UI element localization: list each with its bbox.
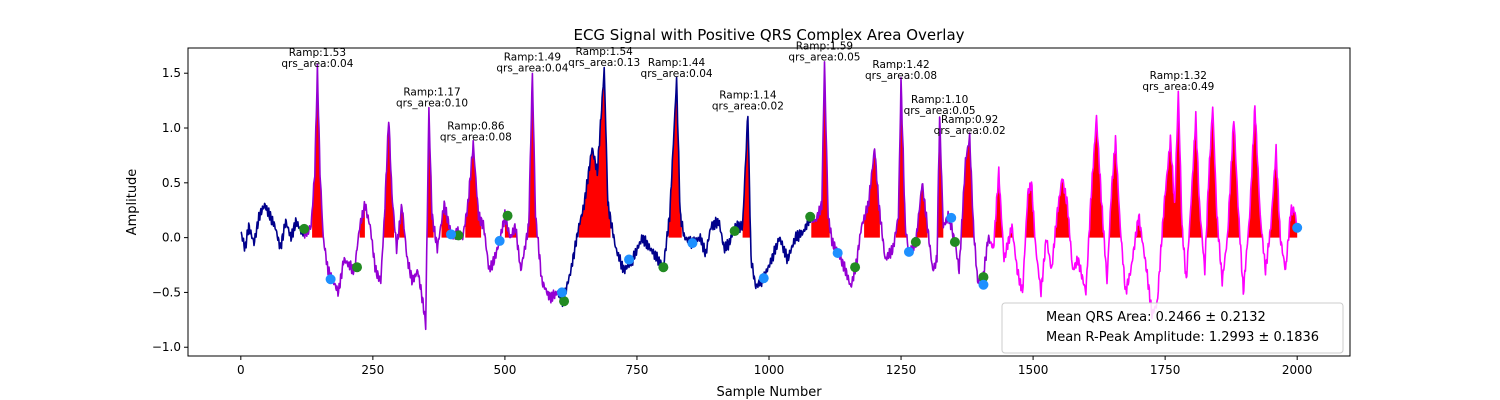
qrs-offset-marker: [758, 273, 769, 284]
y-tick-label: 0.5: [162, 176, 181, 190]
ecg-signal-segment: [303, 63, 559, 331]
qrs-offset-marker: [446, 229, 457, 240]
qrs-onset-marker: [453, 230, 464, 241]
qrs-onset-marker: [949, 237, 960, 248]
annotation-qrs-area: qrs_area:0.02: [712, 101, 784, 113]
qrs-area-fill: [742, 116, 751, 238]
annotation-ramp: Ramp:1.54: [576, 46, 634, 58]
qrs-area-fill: [578, 67, 611, 238]
x-tick-label: 1250: [886, 363, 917, 377]
qrs-area-fill: [504, 73, 537, 238]
x-tick-label: 2000: [1282, 363, 1313, 377]
qrs-area-fill: [990, 91, 1298, 238]
annotation-qrs-area: qrs_area:0.02: [934, 125, 1006, 137]
ecg-signal-segment: [990, 90, 1298, 320]
qrs-onset-marker: [502, 210, 513, 221]
qrs-offset-marker: [978, 279, 989, 290]
qrs-onset-marker: [352, 262, 363, 273]
qrs-onset-marker: [850, 262, 861, 273]
legend-entry-rpeak-amplitude: Mean R-Peak Amplitude: 1.2993 ± 0.1836: [1046, 330, 1319, 345]
qrs-area-fill: [383, 122, 394, 238]
annotation-ramp: Ramp:1.53: [289, 47, 346, 59]
x-tick-label: 0: [237, 363, 245, 377]
qrs-onset-marker: [729, 226, 740, 237]
annotation-qrs-area: qrs_area:0.08: [440, 131, 512, 143]
qrs-offset-marker: [325, 274, 336, 285]
annotation-ramp: Ramp:1.59: [796, 40, 853, 52]
x-tick-label: 250: [361, 363, 384, 377]
legend-entry-qrs-area: Mean QRS Area: 0.2466 ± 0.2132: [1046, 310, 1266, 325]
x-axis-ticks: 0 250 500 750 1000 1250 1500 1750 2000: [237, 356, 1312, 377]
annotation-ramp: Ramp:1.10: [911, 94, 968, 106]
plot-area: [240, 61, 1303, 331]
annotation-qrs-area: qrs_area:0.05: [788, 51, 860, 63]
qrs-offset-marker: [946, 212, 957, 223]
annotation-qrs-area: qrs_area:0.04: [496, 62, 568, 74]
y-tick-label: −0.5: [152, 285, 181, 299]
ecg-signal-segment: [810, 61, 992, 288]
annotation-qrs-area: qrs_area:0.04: [641, 68, 713, 80]
qrs-offset-marker: [1292, 222, 1303, 233]
legend-box: [1001, 302, 1344, 354]
peak-annotations: Ramp:1.53qrs_area:0.04Ramp:1.17qrs_area:…: [281, 40, 1214, 143]
qrs-area-fill: [935, 117, 944, 238]
chart-title: ECG Signal with Positive QRS Complex Are…: [573, 26, 964, 44]
annotation-ramp: Ramp:1.49: [504, 51, 561, 63]
qrs-area-fill: [465, 140, 482, 238]
qrs-area-fill: [312, 63, 324, 238]
qrs-area-fill: [668, 77, 682, 238]
x-tick-label: 500: [493, 363, 516, 377]
x-axis-label: Sample Number: [716, 385, 822, 400]
qrs-onset-marker: [805, 211, 816, 222]
annotation-qrs-area: qrs_area:0.49: [1142, 81, 1214, 93]
annotation-qrs-area: qrs_area:0.13: [568, 57, 640, 69]
y-axis-ticks: −1.0 −0.5 0.0 0.5 1.0 1.5: [152, 66, 188, 354]
x-tick-label: 1750: [1150, 363, 1181, 377]
annotation-ramp: Ramp:1.14: [719, 90, 777, 102]
annotation-ramp: Ramp:0.86: [447, 120, 505, 132]
annotation-qrs-area: qrs_area:0.04: [281, 58, 353, 70]
qrs-area-fill: [961, 133, 975, 238]
qrs-onset-marker: [978, 272, 989, 283]
qrs-onset-marker: [658, 262, 669, 273]
x-tick-label: 1500: [1018, 363, 1049, 377]
qrs-offset-marker: [903, 246, 914, 257]
legend: Mean QRS Area: 0.2466 ± 0.2132 Mean R-Pe…: [1001, 302, 1344, 354]
annotation-ramp: Ramp:1.44: [648, 57, 706, 69]
annotation-ramp: Ramp:0.92: [941, 114, 998, 126]
qrs-offset-marker: [832, 247, 843, 258]
annotation-ramp: Ramp:1.32: [1150, 70, 1207, 82]
y-tick-label: −1.0: [152, 340, 181, 354]
qrs-area-fill: [441, 201, 463, 238]
x-tick-label: 1000: [754, 363, 785, 377]
qrs-area-fill: [916, 183, 928, 238]
annotation-ramp: Ramp:1.17: [403, 86, 460, 98]
ecg-signal-segment: [240, 202, 305, 252]
annotation-qrs-area: qrs_area:0.08: [865, 70, 937, 82]
y-tick-label: 1.0: [162, 121, 181, 135]
qrs-offset-marker: [687, 238, 698, 249]
qrs-onset-marker: [559, 296, 570, 307]
annotation-ramp: Ramp:1.42: [872, 59, 929, 71]
qrs-offset-marker: [624, 254, 635, 265]
y-axis-label: Amplitude: [125, 169, 140, 236]
qrs-onset-marker: [299, 223, 310, 234]
ecg-signal-segment: [556, 66, 813, 308]
qrs-offset-marker: [556, 287, 567, 298]
qrs-offset-marker: [494, 235, 505, 246]
annotation-qrs-area: qrs_area:0.05: [904, 105, 976, 117]
qrs-onset-marker: [910, 237, 921, 248]
x-tick-label: 750: [626, 363, 649, 377]
annotation-qrs-area: qrs_area:0.10: [396, 97, 468, 109]
y-tick-label: 1.5: [162, 66, 181, 80]
y-tick-label: 0.0: [162, 231, 181, 245]
qrs-area-fill: [895, 77, 908, 238]
